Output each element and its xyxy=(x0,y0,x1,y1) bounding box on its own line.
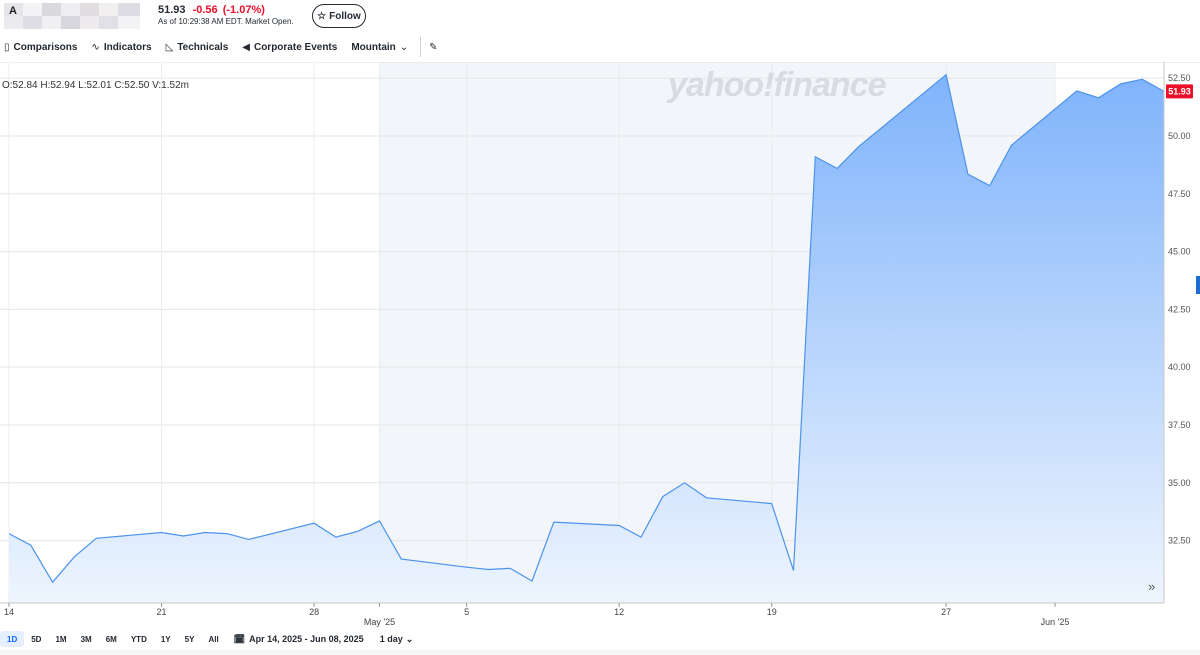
y-tick-label: 47.50 xyxy=(1168,189,1191,199)
range-1y[interactable]: 1Y xyxy=(160,634,171,644)
quote-header: A 51.93 -0.56 (-1.07%) As of 10:29:38 AM… xyxy=(0,0,1200,34)
y-tick-label: 42.50 xyxy=(1168,304,1191,314)
star-icon: ☆ xyxy=(317,10,327,22)
quote-price: 51.93 -0.56 (-1.07%) xyxy=(158,4,265,16)
interval-dropdown[interactable]: 1 day ⌄ xyxy=(380,634,414,645)
chart-toolbar: ▯ Comparisons ∿ Indicators ◺ Technicals … xyxy=(0,36,1200,58)
comparisons-button[interactable]: ▯ Comparisons xyxy=(4,42,77,53)
y-tick-label: 50.00 xyxy=(1168,131,1191,141)
market-status: As of 10:29:38 AM EDT. Market Open. xyxy=(158,17,294,26)
ticker-symbol: A xyxy=(9,5,17,17)
calendar-icon: 🗓 xyxy=(233,633,246,644)
range-bar: 1D 5D 1M 3M 6M YTD 1Y 5Y All 🗓 Apr 14, 2025 - Ju… xyxy=(0,630,1200,648)
price-change-percent: (-1.07%) xyxy=(222,4,265,16)
x-tick-label: 5 xyxy=(464,607,469,617)
chart-type-dropdown[interactable]: Mountain ⌄ xyxy=(351,42,408,53)
price-line xyxy=(8,73,1165,584)
x-tick-label: May '25 xyxy=(364,617,395,627)
range-5y[interactable]: 5Y xyxy=(184,634,195,644)
range-ytd[interactable]: YTD xyxy=(130,634,147,644)
price-chart[interactable]: 32.50 35.00 37.50 40.00 42.50 45.00 47.50 50.00… xyxy=(0,62,1200,632)
last-price-tag: 51.93 xyxy=(1166,84,1193,99)
corporate-events-label: Corporate Events xyxy=(253,41,338,53)
yahoo-finance-watermark: yahoo!finance xyxy=(668,66,886,104)
date-range-label: Apr 14, 2025 - Jun 08, 2025 xyxy=(249,634,364,644)
chevron-down-icon: ⌄ xyxy=(399,41,409,53)
draw-pencil-icon: ✎ xyxy=(429,41,438,53)
price-tag-background xyxy=(1166,84,1193,99)
range-buttons: 1D 5D 1M 3M 6M YTD 1Y 5Y All xyxy=(0,631,226,647)
technicals-label: Technicals xyxy=(177,41,229,53)
side-panel-tab[interactable] xyxy=(1196,276,1200,294)
y-tick-label: 52.50 xyxy=(1168,73,1191,83)
x-tick-label: 12 xyxy=(614,607,624,617)
technicals-icon: ◺ xyxy=(165,41,174,53)
date-range-picker[interactable]: 🗓 Apr 14, 2025 - Jun 08, 2025 xyxy=(234,634,364,645)
range-5d[interactable]: 5D xyxy=(31,634,42,644)
y-tick-label: 35.00 xyxy=(1168,478,1191,488)
technicals-button[interactable]: ◺ Technicals xyxy=(166,42,229,53)
bottom-divider xyxy=(0,650,1200,655)
price-change: -0.56 xyxy=(192,4,218,16)
ticker-name-redacted: A xyxy=(4,3,140,29)
range-1d[interactable]: 1D xyxy=(0,631,25,647)
x-tick-label: 21 xyxy=(157,607,167,617)
comparisons-label: Comparisons xyxy=(13,41,78,53)
range-3m[interactable]: 3M xyxy=(80,634,92,644)
follow-label: Follow xyxy=(329,10,361,22)
comparisons-icon: ▯ xyxy=(4,41,10,53)
toolbar-divider xyxy=(420,37,422,57)
x-tick-label: 28 xyxy=(309,607,319,617)
chevron-down-icon: ⌄ xyxy=(405,633,414,644)
range-6m[interactable]: 6M xyxy=(105,634,117,644)
price-area xyxy=(9,74,1164,603)
expand-button[interactable]: » xyxy=(1148,579,1155,594)
x-tick-label: Jun '25 xyxy=(1041,617,1070,627)
y-axis-ticks: 32.50 35.00 37.50 40.00 42.50 45.00 47.50 50.00… xyxy=(1168,73,1191,545)
follow-button[interactable]: ☆ Follow xyxy=(312,4,366,28)
y-tick-label: 37.50 xyxy=(1168,420,1191,430)
x-tick-label: 27 xyxy=(941,607,951,617)
indicators-icon: ∿ xyxy=(91,41,100,53)
indicators-button[interactable]: ∿ Indicators xyxy=(91,42,151,53)
draw-button[interactable]: ✎ xyxy=(429,42,437,53)
ohlc-readout: O:52.84 H:52.94 L:52.01 C:52.50 V:1.52m xyxy=(2,80,189,91)
x-tick-label: 14 xyxy=(4,607,14,617)
price-value: 51.93 xyxy=(158,4,186,16)
y-tick-label: 40.00 xyxy=(1168,362,1191,372)
x-tick-label: 19 xyxy=(767,607,777,617)
chart-type-label: Mountain xyxy=(351,41,396,53)
range-1m[interactable]: 1M xyxy=(55,634,67,644)
interval-label: 1 day xyxy=(379,634,403,644)
corporate-events-icon: ◀ xyxy=(242,41,250,53)
corporate-events-button[interactable]: ◀ Corporate Events xyxy=(242,42,337,53)
y-tick-label: 45.00 xyxy=(1168,247,1191,257)
range-all[interactable]: All xyxy=(208,634,219,644)
price-tag-label: 51.93 xyxy=(1168,86,1191,96)
x-axis-ticks: 14 21 28 May '25 5 12 19 27 Jun '25 xyxy=(4,603,1069,627)
y-tick-label: 32.50 xyxy=(1168,536,1191,546)
indicators-label: Indicators xyxy=(103,41,152,53)
